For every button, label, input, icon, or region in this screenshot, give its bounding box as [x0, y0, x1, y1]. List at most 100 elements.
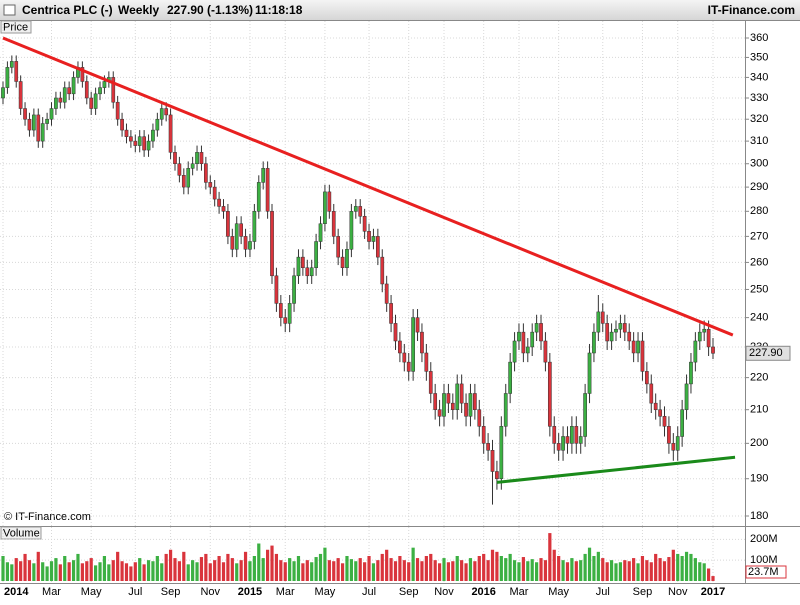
y-tick-label: 220 [750, 372, 768, 384]
volume-bar [552, 549, 556, 581]
candle-body [459, 383, 464, 404]
volume-bar [512, 560, 517, 581]
candle-body [561, 436, 565, 451]
volume-bar [671, 549, 675, 581]
candle-body [530, 331, 535, 348]
volume-bar [592, 556, 596, 581]
candle-body [164, 108, 169, 116]
candle-body [221, 206, 226, 212]
volume-bar [371, 563, 376, 581]
volume-bar [517, 562, 521, 581]
volume-bar [464, 563, 468, 581]
volume-bar [111, 560, 115, 581]
candle-body [398, 340, 402, 354]
volume-bar [314, 557, 318, 581]
x-tick-label: Mar [509, 586, 528, 598]
time: 11:18:18 [255, 3, 303, 17]
volume-bar [389, 558, 393, 581]
volume-bar [279, 560, 283, 581]
candle-body [62, 87, 67, 103]
volume-bar [420, 561, 424, 581]
candle-body [142, 136, 146, 151]
candle-body [14, 61, 19, 82]
volume-bar [442, 558, 446, 581]
candle-body [358, 206, 363, 217]
candle-body [353, 206, 358, 212]
volume-bar [349, 559, 353, 581]
candle-body [486, 443, 490, 451]
last-price-label: 227.90 [749, 347, 783, 359]
candle-body [667, 426, 671, 444]
volume-bar [138, 558, 142, 581]
volume-bar [535, 562, 539, 581]
volume-bar [208, 563, 212, 581]
x-tick-label: Nov [434, 586, 454, 598]
candle-body [9, 61, 14, 68]
volume-bar [495, 551, 499, 581]
candle-body [680, 409, 684, 437]
volume-bar [402, 560, 406, 581]
volume-bar [177, 561, 181, 581]
last-volume-box [745, 565, 787, 579]
candle-body [640, 340, 645, 372]
volume-bar [116, 551, 120, 581]
candle-body [367, 231, 371, 242]
instrument-name: Centrica PLC (-) [22, 3, 113, 17]
candle-body [217, 198, 221, 207]
volume-bar [548, 533, 552, 581]
y-tick-label: 210 [750, 404, 768, 416]
x-tick-label: May [548, 586, 569, 598]
volume-bar [711, 576, 715, 581]
candle-body [556, 443, 561, 451]
volume-bar [305, 560, 309, 581]
volume-bar [667, 557, 671, 581]
candle-body [305, 267, 310, 277]
candle-body [662, 416, 667, 427]
candle-body [384, 283, 389, 304]
y-tick-label: 290 [750, 181, 768, 193]
x-tick-label: 2014 [4, 586, 29, 598]
candle-body [578, 436, 583, 444]
candle-body [349, 211, 354, 250]
volume-bar [614, 563, 618, 581]
volume-bar [173, 558, 177, 581]
candle-body [181, 175, 186, 188]
volume-bar [636, 563, 640, 581]
volume-bar [451, 561, 455, 581]
volume-bar [654, 553, 658, 581]
x-tick-label: Mar [42, 586, 61, 598]
candle-body [177, 163, 182, 176]
y-tick-label: 340 [750, 71, 768, 83]
volume-bar [429, 553, 433, 581]
volume-bar [354, 561, 358, 581]
header-icon [3, 4, 16, 16]
last-volume-label: 23.7M [748, 566, 779, 578]
y-tick-label: 350 [750, 51, 768, 63]
volume-bar [261, 558, 265, 581]
candle-body [592, 331, 596, 354]
volume-bar [680, 556, 684, 581]
candle-body [212, 186, 217, 200]
x-tick-label: May [315, 586, 336, 598]
volume-bar [508, 553, 512, 581]
period: Weekly [118, 3, 159, 17]
volume-bar [455, 556, 459, 581]
y-tick-label: 260 [750, 256, 768, 268]
candle-body [649, 383, 654, 404]
candle-body [614, 328, 618, 333]
volume-bar [186, 564, 190, 581]
candle-body [534, 323, 539, 333]
candle-body [252, 211, 257, 242]
candle-body [543, 340, 548, 363]
candle-body [265, 168, 270, 212]
candle-body [173, 152, 177, 164]
volume-bar [318, 553, 323, 581]
candle-body [446, 393, 451, 404]
trendline [496, 455, 736, 484]
candle-body [67, 87, 72, 95]
volume-bar [605, 562, 609, 581]
candle-body [40, 123, 45, 142]
volume-bar [530, 559, 534, 581]
